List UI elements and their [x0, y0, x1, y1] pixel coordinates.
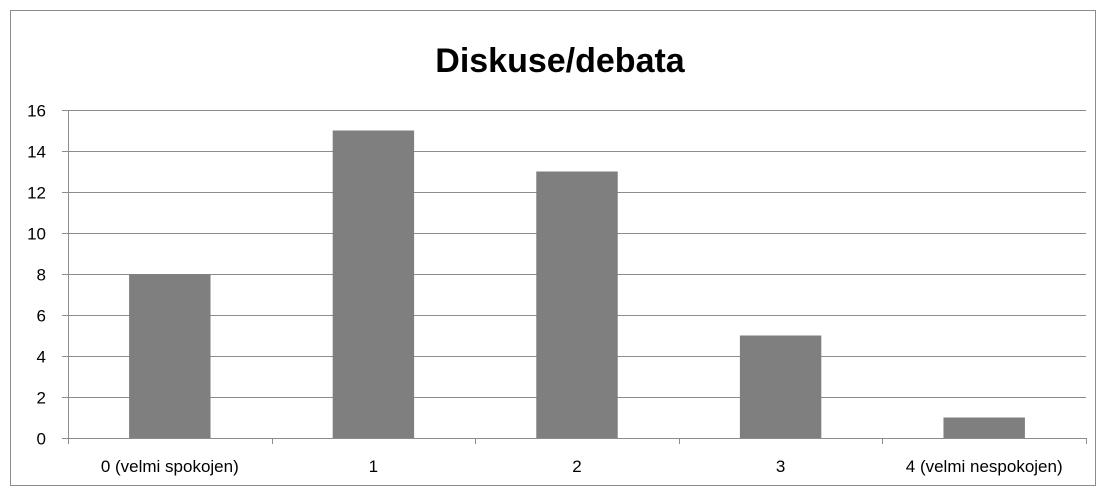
x-tick-label: 4 (velmi nespokojen) [906, 457, 1063, 476]
x-tick-label: 1 [369, 457, 378, 476]
y-tick-label: 2 [37, 389, 46, 408]
y-tick-label: 12 [27, 184, 46, 203]
bar [332, 130, 415, 438]
bar [739, 335, 822, 438]
x-tick-label: 2 [572, 457, 581, 476]
x-tick-label: 3 [776, 457, 785, 476]
bars [129, 130, 1025, 438]
bar [129, 274, 211, 438]
y-tick-label: 14 [27, 143, 46, 162]
y-tick-label: 0 [37, 430, 46, 449]
bar [943, 417, 1025, 438]
y-tick-label: 8 [37, 266, 46, 285]
y-tick-label: 16 [27, 102, 46, 121]
y-tick-label: 10 [27, 225, 46, 244]
y-tick-label: 6 [37, 307, 46, 326]
chart-title: Diskuse/debata [435, 42, 686, 80]
y-tick-label: 4 [37, 348, 46, 367]
bar [536, 171, 618, 438]
axes [62, 110, 1087, 444]
x-tick-label: 0 (velmi spokojen) [101, 457, 239, 476]
